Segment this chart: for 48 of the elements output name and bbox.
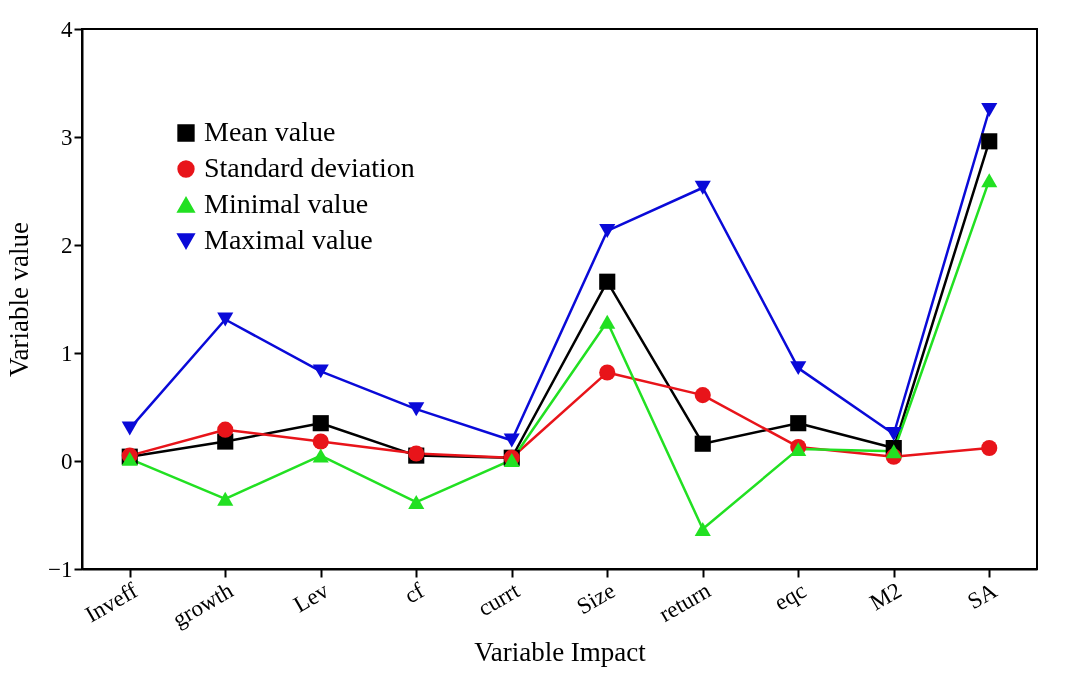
point	[981, 173, 998, 188]
point	[694, 387, 711, 404]
point	[217, 491, 234, 506]
point	[694, 435, 711, 452]
point	[790, 442, 807, 457]
point	[885, 427, 902, 441]
point	[885, 444, 902, 459]
y-tick-label: 0	[61, 448, 73, 474]
point	[599, 364, 616, 381]
point	[981, 103, 998, 117]
x-tick-label: cf	[400, 577, 429, 609]
point	[408, 495, 425, 510]
point	[503, 433, 520, 448]
x-tick-label: currt	[473, 577, 525, 622]
point	[790, 415, 807, 432]
point	[408, 402, 425, 417]
point	[312, 415, 329, 432]
y-tick-label: 2	[61, 232, 73, 258]
point	[981, 439, 998, 457]
point	[599, 273, 616, 290]
y-tick-label: 1	[61, 340, 73, 366]
point	[790, 361, 807, 376]
x-axis-title: Variable Impact	[474, 637, 647, 667]
point	[121, 421, 138, 436]
x-tick-label: Lev	[289, 577, 334, 618]
y-axis-title: Variable value	[4, 221, 35, 378]
legend-label: Minimal value	[204, 188, 369, 219]
point	[599, 223, 616, 238]
y-tick-label: 4	[61, 16, 73, 42]
point	[694, 522, 711, 537]
x-tick-label: M2	[865, 577, 906, 616]
point	[217, 421, 234, 438]
y-tick-label: 3	[61, 124, 73, 150]
legend-label: Standard deviation	[204, 152, 415, 183]
legend-label: Maximal value	[204, 224, 373, 255]
point	[217, 312, 234, 327]
x-tick-label: eqc	[770, 577, 811, 616]
x-tick-label: Size	[572, 577, 620, 620]
point	[312, 433, 329, 450]
legend-label: Mean value	[204, 116, 336, 147]
point	[312, 448, 329, 463]
y-tick-label: −1	[48, 556, 73, 582]
point	[312, 364, 329, 379]
point	[981, 133, 998, 150]
point	[599, 314, 616, 329]
point	[694, 180, 711, 195]
x-tick-label: return	[654, 577, 716, 627]
x-tick-label: SA	[963, 577, 1002, 615]
